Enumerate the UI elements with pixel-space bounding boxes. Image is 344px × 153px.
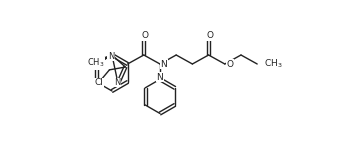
Text: N: N <box>108 52 114 60</box>
Text: CH$_3$: CH$_3$ <box>87 57 104 69</box>
Text: N: N <box>157 73 163 82</box>
Text: O: O <box>226 60 233 69</box>
Text: N: N <box>161 60 168 69</box>
Text: O: O <box>141 31 148 40</box>
Text: N: N <box>114 78 120 87</box>
Text: O: O <box>206 31 213 40</box>
Text: Cl: Cl <box>95 78 104 87</box>
Text: CH$_3$: CH$_3$ <box>264 58 283 70</box>
